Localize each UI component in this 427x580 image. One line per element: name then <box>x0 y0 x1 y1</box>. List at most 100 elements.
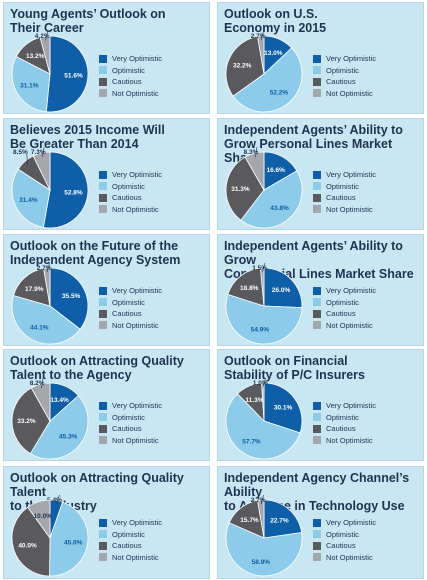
legend-item: Very Optimistic <box>99 400 162 412</box>
legend-swatch <box>99 424 107 433</box>
leader-line <box>46 263 50 273</box>
chart-panel: Independent Agents’ Ability to Grow Comm… <box>217 234 424 346</box>
legend-label: Cautious <box>326 541 356 551</box>
legend: Very Optimistic Optimistic Cautious Not Opt… <box>99 285 162 331</box>
leader-line <box>260 495 264 505</box>
pie-slice-not-optimistic <box>257 499 265 539</box>
leader-line <box>262 378 266 388</box>
legend-label: Optimistic <box>326 65 359 75</box>
legend-swatch <box>313 54 321 63</box>
pie-slice-optimistic <box>49 501 89 577</box>
legend-item: Optimistic <box>313 412 376 424</box>
legend-label: Cautious <box>112 193 142 203</box>
slice-label: 54.9% <box>251 327 270 334</box>
legend-item: Very Optimistic <box>313 285 376 297</box>
legend-item: Optimistic <box>313 65 376 77</box>
legend-label: Not Optimistic <box>326 320 373 330</box>
slice-label: 1.0% <box>253 380 268 387</box>
slice-label: 2.7% <box>37 265 52 272</box>
slice-label: 32.2% <box>233 63 252 70</box>
legend-swatch <box>313 413 321 422</box>
legend-item: Very Optimistic <box>99 285 162 297</box>
slice-label: 18.8% <box>240 285 259 292</box>
pie-slice-optimistic <box>11 55 51 113</box>
leader-line <box>41 378 44 389</box>
legend-item: Optimistic <box>313 297 376 309</box>
leader-line <box>41 147 45 157</box>
legend-swatch <box>313 321 321 330</box>
pie-chart: 52.8% 31.4% 8.5% 7.3% <box>11 147 89 229</box>
chart-panel: Outlook on Attracting Quality Talent to … <box>3 349 210 461</box>
legend-item: Cautious <box>99 76 162 88</box>
slice-label: 43.8% <box>270 205 289 212</box>
legend-item: Not Optimistic <box>99 88 162 100</box>
legend-item: Cautious <box>99 540 162 552</box>
leader-line <box>55 495 60 505</box>
legend-label: Optimistic <box>112 529 145 539</box>
legend-item: Not Optimistic <box>313 552 376 564</box>
legend-label: Not Optimistic <box>326 435 373 445</box>
legend-item: Very Optimistic <box>99 53 162 65</box>
legend-item: Cautious <box>99 308 162 320</box>
legend-label: Cautious <box>326 309 356 319</box>
legend-label: Cautious <box>326 193 356 203</box>
pie-slice-optimistic <box>232 47 303 113</box>
legend-item: Very Optimistic <box>99 169 162 181</box>
legend-swatch <box>99 170 107 179</box>
legend-swatch <box>313 424 321 433</box>
legend-swatch <box>313 309 321 318</box>
slice-label: 2.7% <box>251 497 266 504</box>
slice-label: 22.7% <box>270 518 289 525</box>
slice-label: 4.2% <box>35 33 50 40</box>
slice-label: 51.6% <box>64 73 83 80</box>
pie-slice-not-optimistic <box>32 151 51 191</box>
legend-item: Cautious <box>313 540 376 552</box>
chart-panel: Outlook on Financial Stability of P/C In… <box>217 349 424 461</box>
slice-label: 8.5% <box>13 149 28 156</box>
legend-swatch <box>313 182 321 191</box>
slice-label: 52.2% <box>270 90 289 97</box>
legend-swatch <box>313 89 321 98</box>
slice-label: 1.5% <box>252 265 267 272</box>
pie-slice-not-optimistic <box>27 499 51 540</box>
legend-item: Not Optimistic <box>313 435 376 447</box>
leader-line <box>45 31 49 41</box>
pie-slice-very-optimistic <box>263 267 303 309</box>
pie-chart: 22.7% 58.9% 15.7% 2.7% <box>225 495 303 577</box>
slice-label: 16.6% <box>267 167 286 174</box>
slice-label: 2.7% <box>251 33 266 40</box>
pie-slice-cautious <box>12 268 51 307</box>
legend-item: Very Optimistic <box>313 53 376 65</box>
legend-label: Optimistic <box>326 297 359 307</box>
legend-label: Very Optimistic <box>112 401 163 411</box>
pie-slice-not-optimistic <box>244 151 265 192</box>
legend-label: Cautious <box>326 77 356 87</box>
pie-slice-optimistic <box>225 393 301 460</box>
pie-slice-not-optimistic <box>257 35 265 75</box>
chart-panel: Believes 2015 Income Will Be Greater Tha… <box>3 118 210 230</box>
legend-item: Very Optimistic <box>313 169 376 181</box>
legend-swatch <box>99 413 107 422</box>
pie-slice-not-optimistic <box>30 382 51 423</box>
slice-label: 11.3% <box>245 397 263 404</box>
slice-label: 40.0% <box>18 543 37 550</box>
legend-label: Cautious <box>112 309 142 319</box>
slice-label: 13.4% <box>50 397 69 404</box>
pie-slice-not-optimistic <box>260 267 265 307</box>
legend-item: Optimistic <box>99 297 162 309</box>
legend-label: Very Optimistic <box>112 286 163 296</box>
legend-label: Optimistic <box>326 181 359 191</box>
legend-item: Optimistic <box>313 529 376 541</box>
legend-item: Very Optimistic <box>99 517 162 529</box>
legend-label: Very Optimistic <box>326 401 377 411</box>
legend-item: Cautious <box>313 76 376 88</box>
pie-chart: 16.6% 43.8% 31.3% 8.3% <box>225 147 303 229</box>
slice-label: 52.8% <box>64 190 83 197</box>
pie-slice-cautious <box>225 36 265 97</box>
pie-slice-optimistic <box>240 170 303 229</box>
chart-panel: Independent Agents’ Ability to Grow Pers… <box>217 118 424 230</box>
legend-label: Cautious <box>112 77 142 87</box>
pie-slice-optimistic <box>29 395 89 460</box>
legend: Very Optimistic Optimistic Cautious Not Opt… <box>99 169 162 215</box>
legend-swatch <box>313 66 321 75</box>
